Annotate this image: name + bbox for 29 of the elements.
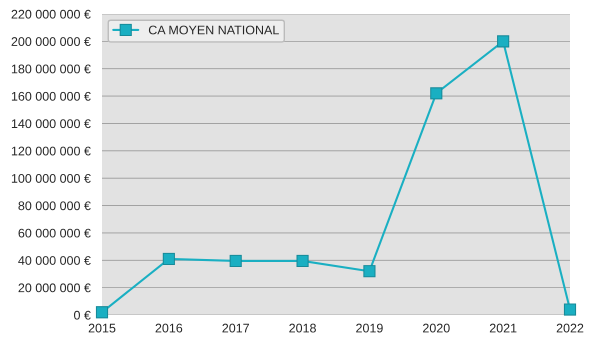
point <box>96 306 108 318</box>
y-tick-label: 220 000 000 € <box>12 10 91 19</box>
point <box>363 265 376 278</box>
x-tick-label: 2019 <box>356 324 383 333</box>
point <box>430 87 442 100</box>
point <box>296 254 309 268</box>
y-tick-label: 180 000 000 € <box>12 64 91 74</box>
y-tick-label: 140 000 000 € <box>12 119 91 128</box>
y-tick-label: 0 € <box>74 310 91 320</box>
point <box>497 35 510 48</box>
y-tick-label: 40 000 000 € <box>18 256 91 265</box>
y-tick-label: 20 000 000 € <box>18 283 91 292</box>
y-tick-label: 100 000 000 € <box>12 174 91 183</box>
x-tick-label: 2018 <box>289 324 316 333</box>
y-tick-label: 60 000 000 € <box>18 228 91 238</box>
y-tick-label: 120 000 000 € <box>12 146 91 156</box>
x-tick-label: 2015 <box>88 324 116 333</box>
y-tick-label: 200 000 000 € <box>12 37 91 46</box>
x-tick-label: 2016 <box>156 324 182 333</box>
legend-label: CA MOYEN NATIONAL <box>148 26 279 34</box>
point <box>564 303 576 316</box>
point <box>162 252 175 265</box>
x-tick-label: 2017 <box>222 324 249 333</box>
x-tick-label: 2022 <box>556 324 584 333</box>
y-tick-label: 160 000 000 € <box>12 92 91 101</box>
y-tick-label: 80 000 000 € <box>18 201 91 210</box>
x-tick-label: 2021 <box>490 324 516 333</box>
point <box>230 254 242 268</box>
x-tick-label: 2020 <box>423 324 450 333</box>
